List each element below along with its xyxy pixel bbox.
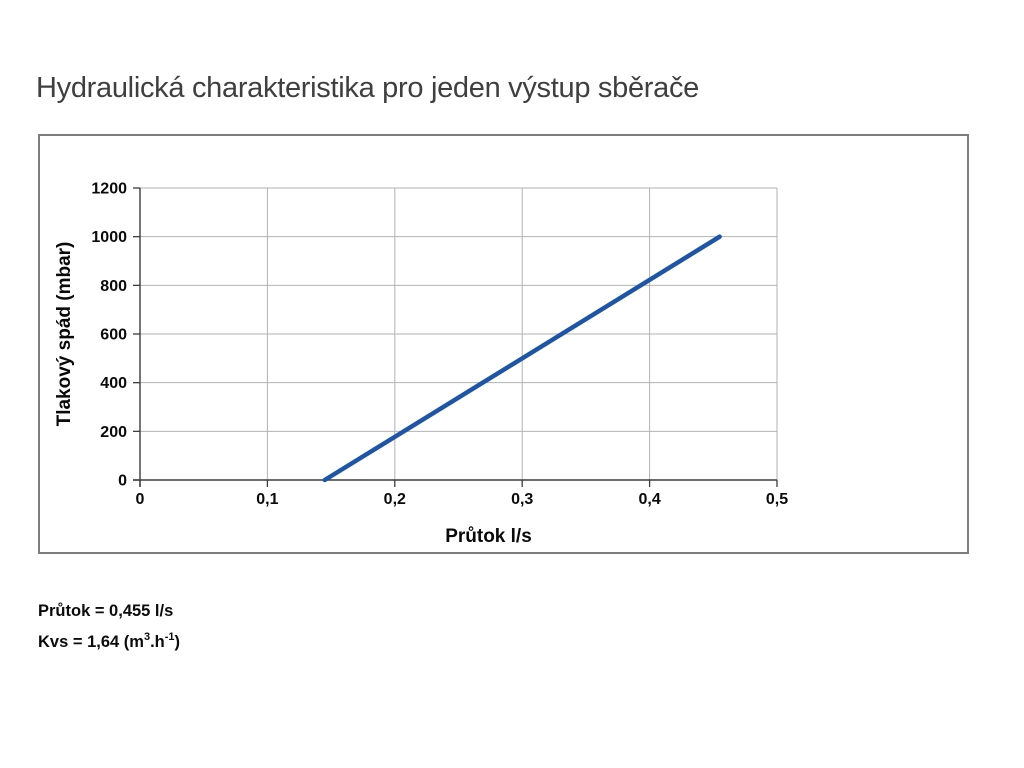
kvs-superscript-3: 3 [143,631,151,643]
x-tick-label: 0,4 [638,491,660,508]
chart-frame: 0 200 400 600 800 1000 1200 0 0,1 0,2 0,3 0,4 0,5 Tla… [38,134,969,554]
x-tick-label: 0,2 [384,491,406,508]
flow-value-note: Průtok = 0,455 l/s [38,602,180,621]
x-tick-label: 0,3 [511,491,533,508]
x-tick-label: 0,1 [256,491,278,508]
kvs-value-note: Kvs = 1,64 (m3.h-1) [38,631,181,652]
y-tick-label: 600 [100,327,127,344]
chart-annotations: Průtok = 0,455 l/s Kvs = 1,64 (m3.h-1) [38,602,180,664]
page-title: Hydraulická charakteristika pro jeden vý… [36,72,699,104]
kvs-superscript-minus1: -1 [164,631,175,643]
y-tick-label: 200 [100,424,127,441]
y-tick-label: 0 [118,473,127,490]
x-tick-label: 0 [136,491,145,508]
flow-value-text: Průtok = 0,455 l/s [38,602,174,620]
hydraulic-chart: 0 200 400 600 800 1000 1200 0 0,1 0,2 0,3 0,4 0,5 Tla… [54,181,788,548]
y-tick-label: 400 [100,375,127,392]
y-tick-label: 1000 [91,229,127,246]
y-tick-label: 1200 [91,181,127,198]
series-line-hydraulic-characteristic [322,234,722,483]
y-axis-title: Tlakový spád (mbar) [54,242,75,427]
y-tick-label: 800 [100,278,127,295]
kvs-text-1: Kvs = 1,64 (m [38,633,144,651]
x-tick-label: 0,5 [766,491,788,508]
kvs-text-3: ) [174,633,181,651]
x-axis-title: Průtok l/s [445,526,532,547]
kvs-text-2: .h [150,633,165,651]
